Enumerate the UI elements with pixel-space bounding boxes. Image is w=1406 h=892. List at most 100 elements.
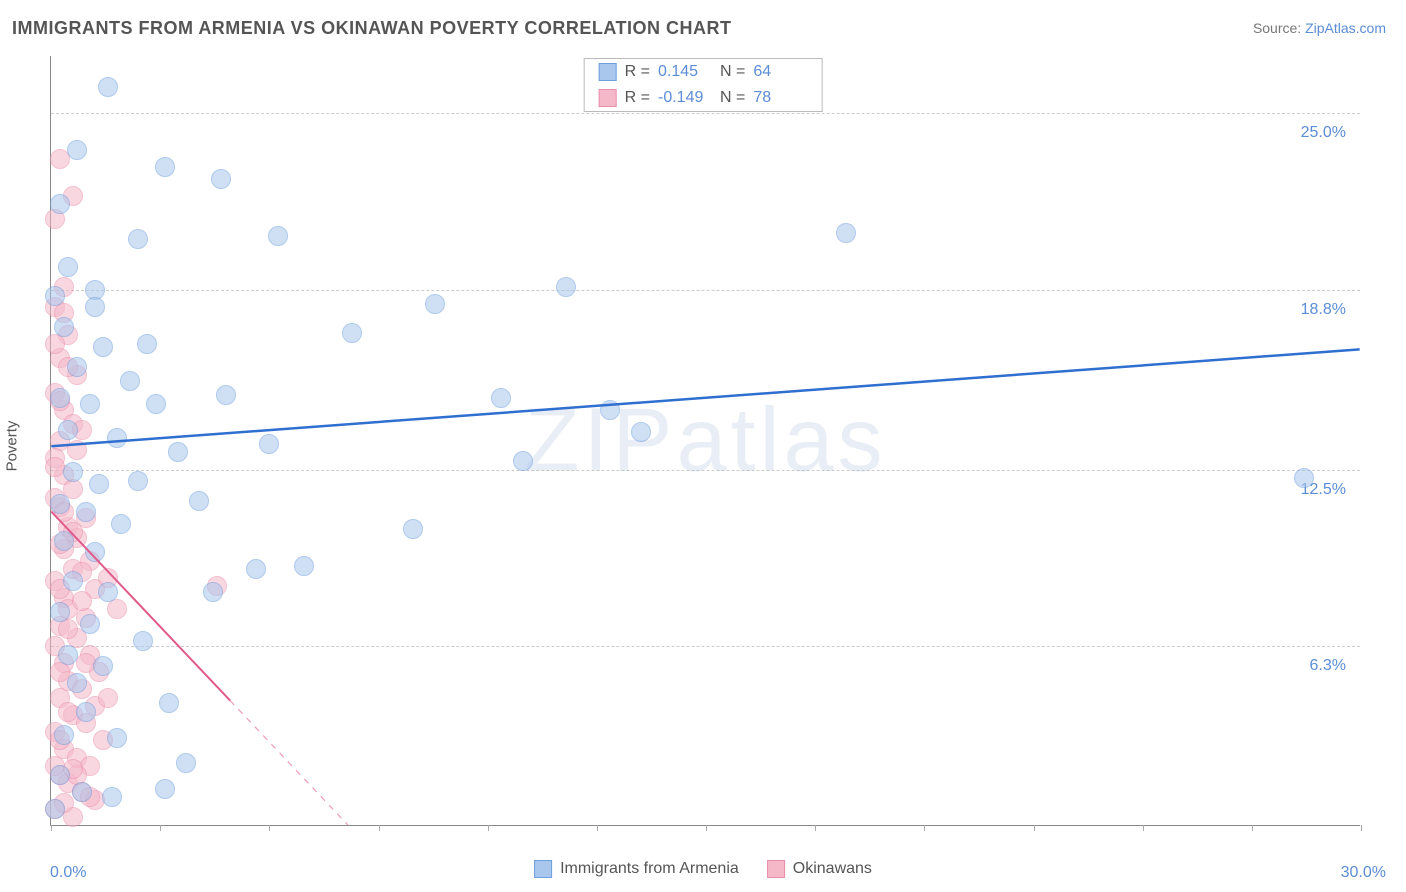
x-tick — [160, 825, 161, 831]
bottom-legend: Immigrants from Armenia Okinawans — [534, 860, 872, 878]
source-label: Source: — [1253, 20, 1301, 36]
r-label: R = — [625, 63, 650, 81]
scatter-point — [67, 140, 87, 160]
scatter-point — [203, 582, 223, 602]
scatter-point — [98, 582, 118, 602]
scatter-point — [80, 394, 100, 414]
scatter-point — [155, 779, 175, 799]
x-tick — [815, 825, 816, 831]
scatter-point — [85, 297, 105, 317]
plot-area: ZIPatlas 6.3%12.5%18.8%25.0% — [50, 56, 1360, 826]
scatter-point — [120, 371, 140, 391]
y-axis-label: Poverty — [4, 421, 21, 472]
x-tick — [379, 825, 380, 831]
legend-swatch-0 — [534, 860, 552, 878]
watermark: ZIPatlas — [524, 389, 886, 492]
scatter-point — [58, 257, 78, 277]
trend-lines-layer — [51, 56, 1360, 825]
chart-container: IMMIGRANTS FROM ARMENIA VS OKINAWAN POVE… — [0, 0, 1406, 892]
scatter-point — [268, 226, 288, 246]
scatter-point — [89, 474, 109, 494]
scatter-point — [133, 631, 153, 651]
scatter-point — [85, 542, 105, 562]
gridline-h — [51, 470, 1360, 471]
x-tick — [51, 825, 52, 831]
scatter-point — [50, 662, 70, 682]
scatter-point — [128, 471, 148, 491]
scatter-point — [50, 765, 70, 785]
scatter-point — [98, 688, 118, 708]
scatter-point — [45, 799, 65, 819]
scatter-point — [189, 491, 209, 511]
series-0-swatch — [599, 63, 617, 81]
scatter-point — [1294, 468, 1314, 488]
scatter-point — [72, 782, 92, 802]
series-0-r-value: 0.145 — [658, 63, 712, 81]
scatter-point — [80, 614, 100, 634]
gridline-h — [51, 646, 1360, 647]
legend-label-0: Immigrants from Armenia — [560, 860, 739, 878]
scatter-point — [107, 599, 127, 619]
scatter-point — [259, 434, 279, 454]
scatter-point — [246, 559, 266, 579]
legend-item-1: Okinawans — [767, 860, 872, 878]
y-tick-label: 25.0% — [1301, 124, 1346, 142]
scatter-point — [425, 294, 445, 314]
y-tick-label: 18.8% — [1301, 301, 1346, 319]
n-label: N = — [720, 89, 745, 107]
scatter-point — [50, 194, 70, 214]
x-tick — [1034, 825, 1035, 831]
scatter-point — [54, 317, 74, 337]
scatter-point — [50, 602, 70, 622]
scatter-point — [45, 286, 65, 306]
r-label: R = — [625, 89, 650, 107]
stats-row-series-1: R = -0.149 N = 78 — [585, 85, 822, 111]
scatter-point — [50, 388, 70, 408]
source-attribution: Source: ZipAtlas.com — [1253, 20, 1386, 36]
scatter-point — [58, 420, 78, 440]
x-tick — [1143, 825, 1144, 831]
legend-item-0: Immigrants from Armenia — [534, 860, 739, 878]
source-value: ZipAtlas.com — [1305, 20, 1386, 36]
gridline-h — [51, 113, 1360, 114]
chart-title: IMMIGRANTS FROM ARMENIA VS OKINAWAN POVE… — [12, 18, 732, 39]
series-1-n-value: 78 — [753, 89, 807, 107]
scatter-point — [54, 531, 74, 551]
x-tick — [924, 825, 925, 831]
x-axis-min-label: 0.0% — [50, 864, 86, 882]
scatter-point — [211, 169, 231, 189]
series-1-swatch — [599, 89, 617, 107]
x-tick — [269, 825, 270, 831]
scatter-point — [176, 753, 196, 773]
scatter-point — [513, 451, 533, 471]
x-tick — [488, 825, 489, 831]
x-tick — [1361, 825, 1362, 831]
scatter-point — [168, 442, 188, 462]
scatter-point — [631, 422, 651, 442]
scatter-point — [50, 494, 70, 514]
scatter-point — [128, 229, 148, 249]
scatter-point — [491, 388, 511, 408]
series-0-n-value: 64 — [753, 63, 807, 81]
scatter-point — [342, 323, 362, 343]
scatter-point — [155, 157, 175, 177]
legend-swatch-1 — [767, 860, 785, 878]
scatter-point — [63, 462, 83, 482]
correlation-stats-box: R = 0.145 N = 64 R = -0.149 N = 78 — [584, 58, 823, 112]
stats-row-series-0: R = 0.145 N = 64 — [585, 59, 822, 85]
scatter-point — [403, 519, 423, 539]
x-tick — [597, 825, 598, 831]
legend-label-1: Okinawans — [793, 860, 872, 878]
scatter-point — [146, 394, 166, 414]
scatter-point — [556, 277, 576, 297]
scatter-point — [76, 702, 96, 722]
scatter-point — [72, 591, 92, 611]
scatter-point — [98, 77, 118, 97]
scatter-point — [137, 334, 157, 354]
scatter-point — [67, 357, 87, 377]
scatter-point — [63, 571, 83, 591]
n-label: N = — [720, 63, 745, 81]
scatter-point — [67, 440, 87, 460]
gridline-h — [51, 290, 1360, 291]
scatter-point — [93, 656, 113, 676]
